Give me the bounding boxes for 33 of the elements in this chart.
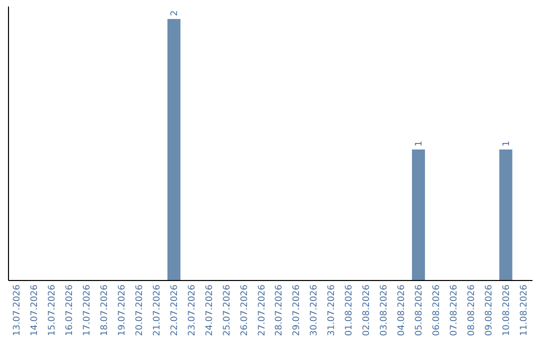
x-tick-label: 03.08.2026 (380, 284, 390, 336)
data-label: 1 (414, 140, 424, 147)
x-tick-label: 11.08.2026 (519, 284, 530, 336)
x-tick-label: 07.08.2026 (449, 284, 460, 336)
x-tick-label: 05.08.2026 (414, 284, 424, 336)
x-tick-label: 19.07.2026 (118, 284, 128, 336)
x-tick-label: 06.08.2026 (432, 284, 442, 336)
data-label: 2 (170, 10, 180, 16)
x-tick-label: 29.07.2026 (292, 284, 302, 336)
x-tick-label: 18.07.2026 (100, 284, 110, 336)
x-tick-label: 20.07.2026 (135, 284, 145, 336)
x-tick-label: 08.08.2026 (466, 284, 477, 336)
x-tick-label: 26.07.2026 (240, 284, 250, 336)
x-tick-label: 22.07.2026 (170, 284, 180, 336)
data-label: 1 (502, 140, 512, 147)
x-tick-label: 24.07.2026 (204, 284, 215, 336)
x-tick-label: 28.07.2026 (274, 284, 285, 336)
x-tick-label: 15.07.2026 (48, 284, 58, 336)
x-tick-label: 02.08.2026 (362, 284, 372, 336)
x-tick-label: 01.08.2026 (344, 284, 355, 336)
x-tick-label: 27.07.2026 (257, 284, 268, 336)
x-tick-label: 23.07.2026 (187, 284, 198, 336)
x-tick-label: 30.07.2026 (310, 284, 320, 336)
x-tick-label: 14.07.2026 (30, 284, 40, 336)
x-tick-label: 21.07.2026 (152, 284, 162, 336)
x-tick-label: 04.08.2026 (397, 284, 407, 336)
x-tick-label: 16.07.2026 (65, 284, 76, 336)
x-tick-label: 31.07.2026 (327, 284, 338, 336)
x-tick-label: 10.08.2026 (502, 284, 512, 336)
x-tick-label: 17.07.2026 (82, 284, 93, 336)
x-tick-label: 25.07.2026 (222, 284, 232, 336)
x-tick-label: 09.08.2026 (484, 284, 494, 336)
x-tick-label: 13.07.2026 (12, 284, 23, 336)
